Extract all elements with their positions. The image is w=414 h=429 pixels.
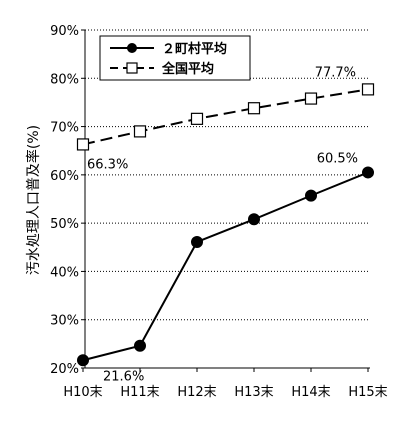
series-1-point bbox=[133, 125, 147, 138]
series-0-point bbox=[305, 189, 317, 202]
legend-marker-1 bbox=[126, 62, 138, 74]
y-tick-label: 40% bbox=[50, 265, 79, 280]
series-0-point bbox=[134, 339, 146, 352]
series-0-point bbox=[248, 213, 260, 226]
series-0-point bbox=[191, 235, 203, 248]
x-tick-label: H14末 bbox=[291, 385, 330, 400]
x-tick-label: H15末 bbox=[348, 385, 387, 400]
data-label: 60.5% bbox=[317, 151, 358, 166]
data-annotations: 21.6% 60.5% 66.3% 77.7% bbox=[87, 65, 358, 384]
x-tick-label: H13末 bbox=[234, 385, 273, 400]
y-tick-label: 30% bbox=[50, 314, 79, 329]
series-line-0 bbox=[82, 171, 369, 362]
legend-marker-0 bbox=[127, 43, 137, 53]
y-tick-label: 20% bbox=[50, 362, 79, 377]
x-tick-label: H12末 bbox=[177, 385, 216, 400]
x-tick-labels: H10末 H11末 H12末 H13末 H14末 H15末 bbox=[63, 385, 387, 400]
y-tick-label: 50% bbox=[50, 217, 79, 232]
series-0-point bbox=[362, 166, 374, 179]
series-1-point bbox=[304, 92, 318, 105]
series-1-point bbox=[247, 102, 261, 115]
x-tick-label: H11末 bbox=[120, 385, 159, 400]
data-label: 66.3% bbox=[87, 157, 128, 172]
series-0-point bbox=[77, 354, 89, 367]
series-1-point bbox=[76, 138, 90, 151]
y-axis-label: 汚水処理人口普及率(%) bbox=[25, 125, 42, 275]
series-line-1 bbox=[82, 88, 369, 146]
data-label: 21.6% bbox=[103, 369, 144, 384]
y-tick-label: 90% bbox=[50, 24, 79, 39]
x-tick-label: H10末 bbox=[63, 385, 102, 400]
y-tick-labels: 20% 30% 40% 50% 60% 70% 80% 90% bbox=[50, 24, 79, 377]
grid bbox=[85, 29, 370, 321]
series-group bbox=[76, 83, 375, 367]
y-tick-label: 70% bbox=[50, 121, 79, 136]
axes bbox=[81, 29, 370, 372]
y-tick-label: 80% bbox=[50, 72, 79, 87]
y-tick-label: 60% bbox=[50, 169, 79, 184]
legend-box bbox=[99, 35, 251, 81]
data-label: 77.7% bbox=[315, 65, 356, 80]
legend-label-1: 全国平均 bbox=[161, 61, 214, 77]
series-1-point bbox=[361, 83, 375, 96]
legend-label-0: ２町村平均 bbox=[162, 41, 227, 57]
series-1-point bbox=[190, 112, 204, 125]
